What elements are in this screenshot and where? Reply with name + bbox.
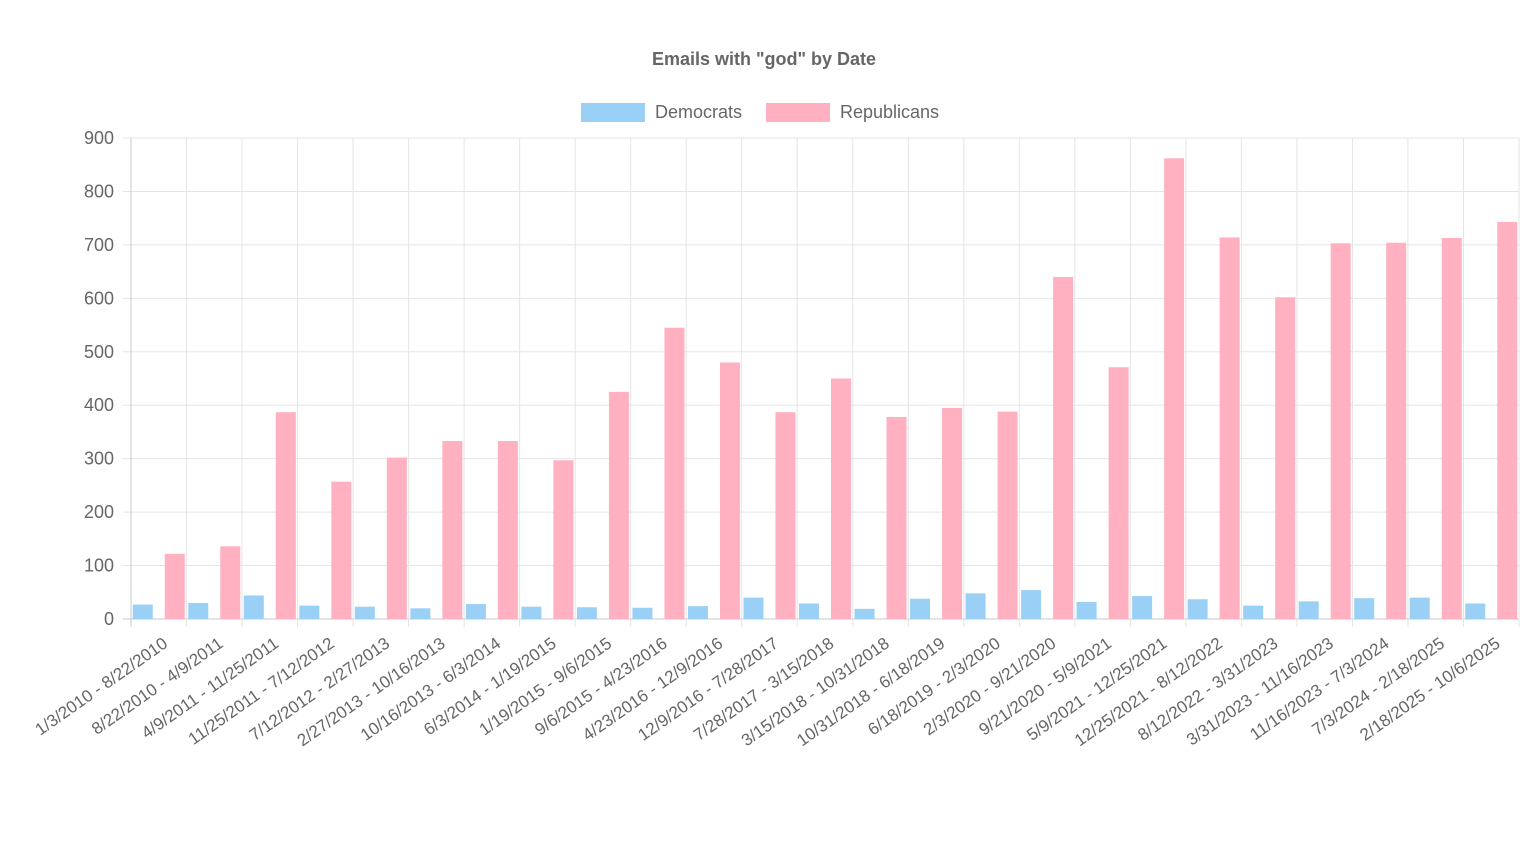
bar-democrats[interactable] [965,593,986,619]
y-tick-label: 100 [84,556,114,576]
bar-democrats[interactable] [1076,601,1097,619]
bar-republicans[interactable] [497,441,518,619]
bar-democrats[interactable] [243,595,264,619]
bar-democrats[interactable] [854,608,875,619]
bar-republicans[interactable] [608,391,629,619]
bar-democrats[interactable] [1298,601,1319,619]
bar-republicans[interactable] [1219,237,1240,619]
bar-democrats[interactable] [576,607,597,619]
y-tick-label: 600 [84,288,114,308]
grid [123,137,1520,627]
bar-republicans[interactable] [1441,237,1462,620]
legend: Democrats Republicans [581,102,939,122]
bar-democrats[interactable] [299,605,320,619]
chart-title: Emails with "god" by Date [652,49,876,69]
y-tick-label: 800 [84,181,114,201]
bar-democrats[interactable] [743,597,764,619]
y-tick-label: 0 [104,609,114,629]
legend-swatch-republicans[interactable] [766,103,830,122]
bar-republicans[interactable] [1275,297,1296,619]
bar-republicans[interactable] [997,411,1018,619]
bar-democrats[interactable] [1409,597,1430,619]
bar-republicans[interactable] [1386,242,1407,620]
bar-democrats[interactable] [1187,599,1208,619]
bar-democrats[interactable] [132,604,153,619]
bar-democrats[interactable] [354,606,375,619]
y-tick-label: 500 [84,342,114,362]
y-tick-label: 200 [84,502,114,522]
bar-republicans[interactable] [1108,367,1129,619]
bar-republicans[interactable] [942,407,963,619]
bar-republicans[interactable] [775,412,796,619]
bar-republicans[interactable] [553,460,574,619]
y-tick-label: 300 [84,449,114,469]
bar-democrats[interactable] [1021,590,1042,619]
y-axis: 0 100 200 300 400 500 600 700 800 900 [84,128,114,629]
bar-democrats[interactable] [1132,596,1153,619]
legend-label-democrats[interactable]: Democrats [655,102,742,122]
bar-republicans[interactable] [275,412,296,619]
bar-democrats[interactable] [410,608,431,619]
bar-democrats[interactable] [799,603,819,619]
bar-democrats[interactable] [910,598,931,619]
bar-republicans[interactable] [886,416,907,619]
legend-swatch-democrats[interactable] [581,103,645,122]
bar-republicans[interactable] [1164,158,1185,619]
bar-democrats[interactable] [1465,603,1486,619]
bar-republicans[interactable] [331,481,352,619]
y-tick-label: 400 [84,395,114,415]
bar-republicans[interactable] [831,378,851,620]
bar-republicans[interactable] [1330,243,1351,619]
bar-republicans[interactable] [442,441,463,619]
bar-democrats[interactable] [687,606,708,619]
legend-label-republicans[interactable]: Republicans [840,102,939,122]
bar-republicans[interactable] [386,457,407,619]
bar-republicans[interactable] [164,553,185,619]
bar-republicans[interactable] [1497,221,1518,619]
y-tick-label: 900 [84,128,114,148]
bar-republicans[interactable] [220,546,241,619]
y-tick-label: 700 [84,235,114,255]
bar-republicans[interactable] [664,327,685,619]
bar-democrats[interactable] [1243,605,1264,619]
bar-democrats[interactable] [521,606,542,619]
bar-republicans[interactable] [719,362,740,619]
bar-republicans[interactable] [1053,276,1074,619]
bars [132,158,1518,620]
bar-democrats[interactable] [188,602,209,619]
bar-democrats[interactable] [1354,598,1375,619]
bar-democrats[interactable] [465,604,486,619]
bar-democrats[interactable] [632,607,653,619]
